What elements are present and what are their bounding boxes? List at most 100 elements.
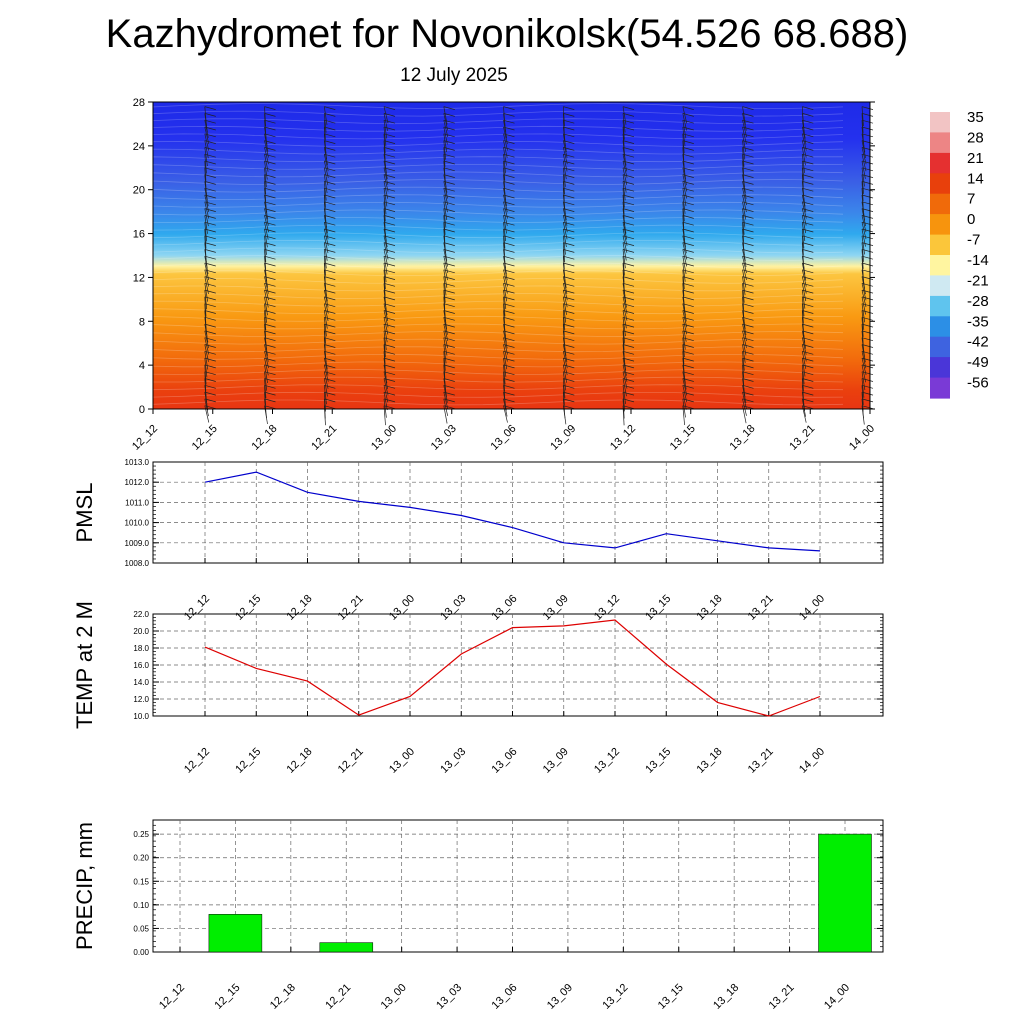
wind-barb-staff — [562, 208, 568, 226]
wind-barb-flag — [324, 350, 336, 355]
wind-barb-flag — [861, 405, 874, 410]
wind-barb-staff — [562, 215, 568, 233]
wind-barb-staff — [383, 201, 386, 222]
x-tick-label: 13_21 — [746, 746, 776, 776]
wind-barb-flag — [383, 194, 396, 199]
wind-barb-staff — [562, 113, 565, 134]
wind-barb-staff — [682, 201, 685, 222]
wind-barb-staff — [204, 140, 209, 159]
x-tick-label: 12_12 — [182, 746, 212, 776]
wind-barb-staff — [622, 242, 627, 261]
wind-barb-flag — [802, 255, 814, 260]
wind-barb-staff — [264, 113, 266, 134]
wind-barb-staff — [323, 174, 328, 194]
wind-barb-staff — [383, 167, 389, 185]
wind-barb-flag — [443, 282, 455, 287]
wind-barb-flag — [742, 208, 754, 212]
contour-line — [152, 239, 844, 246]
x-tick-label: 13_00 — [387, 593, 417, 623]
contour-line — [152, 346, 844, 353]
contour-line — [152, 300, 844, 307]
wind-barb-staff — [204, 344, 209, 362]
wind-barb-staff — [383, 194, 387, 215]
wind-barb-staff — [443, 385, 448, 403]
wind-barb-flag — [324, 215, 336, 219]
y-tick-label: 14.0 — [133, 678, 149, 687]
x-tick-label: 13_09 — [548, 423, 578, 453]
wind-barb-flag — [742, 282, 754, 287]
wind-barb-flag — [742, 276, 754, 280]
wind-barb-flag — [563, 255, 575, 260]
wind-barb-staff — [204, 160, 207, 181]
wind-barb-staff — [682, 378, 688, 396]
wind-barb-flag — [503, 255, 515, 260]
wind-barb-staff — [443, 283, 446, 303]
wind-barb-flag — [682, 350, 694, 355]
wind-barb-flag — [802, 310, 814, 314]
wind-barb-flag — [383, 337, 396, 342]
wind-barb-staff — [742, 194, 747, 213]
wind-barb-staff — [323, 330, 326, 351]
wind-barb-flag — [861, 235, 874, 240]
wind-barb-flag — [324, 106, 336, 110]
wind-barb-staff — [682, 235, 687, 254]
wind-barb-flag — [563, 242, 575, 246]
wind-barb-flag — [861, 378, 874, 382]
precip-panel: 0.00 0.05 0.10 0.15 0.20 0.25 12_12 12_15 12_18 1… — [72, 819, 884, 1012]
wind-barb-flag — [742, 160, 754, 165]
wind-barb-flag — [861, 262, 874, 267]
wind-barb-flag — [324, 344, 336, 348]
wind-barb-flag — [383, 228, 396, 233]
x-tick-label: 13_06 — [489, 423, 519, 453]
wind-barb-staff — [742, 208, 746, 228]
wind-barb-staff — [204, 208, 209, 227]
wind-barb-staff — [742, 392, 747, 410]
y-tick-label: 0.05 — [133, 924, 149, 933]
wind-barb-staff — [264, 344, 269, 362]
wind-barb-staff — [503, 330, 508, 349]
wind-barb-staff — [383, 106, 389, 124]
wind-barb-flag — [682, 357, 694, 362]
wind-barb-staff — [383, 303, 389, 322]
wind-barb-staff — [264, 181, 266, 202]
wind-barb-flag — [204, 316, 216, 321]
wind-barb-staff — [801, 310, 804, 331]
contour-line — [152, 262, 844, 269]
wind-barb-staff — [383, 337, 386, 358]
wind-barb-staff — [323, 188, 326, 208]
x-tick-label: 13_06 — [490, 746, 520, 776]
wind-barb-flag — [383, 357, 396, 362]
wind-barb-staff — [204, 215, 208, 234]
wind-barb-staff — [503, 290, 507, 310]
wind-barb-flag — [383, 208, 396, 212]
wind-barb-flag — [503, 398, 515, 403]
wind-barb-flag — [682, 371, 694, 376]
wind-barb-staff — [323, 249, 327, 269]
wind-barb-staff — [801, 330, 807, 349]
wind-barb-staff — [622, 120, 625, 140]
wind-barb-staff — [861, 147, 867, 165]
wind-barb-flag — [383, 153, 396, 158]
wind-barb-staff — [204, 120, 209, 138]
x-tick-label: 13_12 — [608, 423, 638, 453]
wind-barb-flag — [861, 140, 874, 144]
wind-barb-staff — [861, 290, 867, 308]
wind-barb-staff — [264, 154, 269, 172]
wind-barb-staff — [742, 317, 747, 336]
wind-barb-staff — [861, 303, 866, 323]
wind-barb-staff — [503, 283, 508, 302]
wind-barb-staff — [264, 296, 268, 316]
wind-barb-staff — [622, 290, 627, 308]
wind-barb-staff — [383, 242, 389, 260]
wind-barb-staff — [443, 106, 448, 125]
wind-barb-staff — [682, 344, 685, 365]
wind-barb-staff — [801, 201, 807, 219]
wind-barb-staff — [383, 133, 386, 154]
wind-barb-staff — [622, 385, 626, 404]
wind-barb-flag — [383, 140, 396, 144]
wind-barb-flag — [802, 262, 814, 267]
colorbar-label: 35 — [967, 109, 984, 126]
wind-barb-flag — [563, 194, 575, 199]
wind-barb-staff — [443, 126, 448, 145]
